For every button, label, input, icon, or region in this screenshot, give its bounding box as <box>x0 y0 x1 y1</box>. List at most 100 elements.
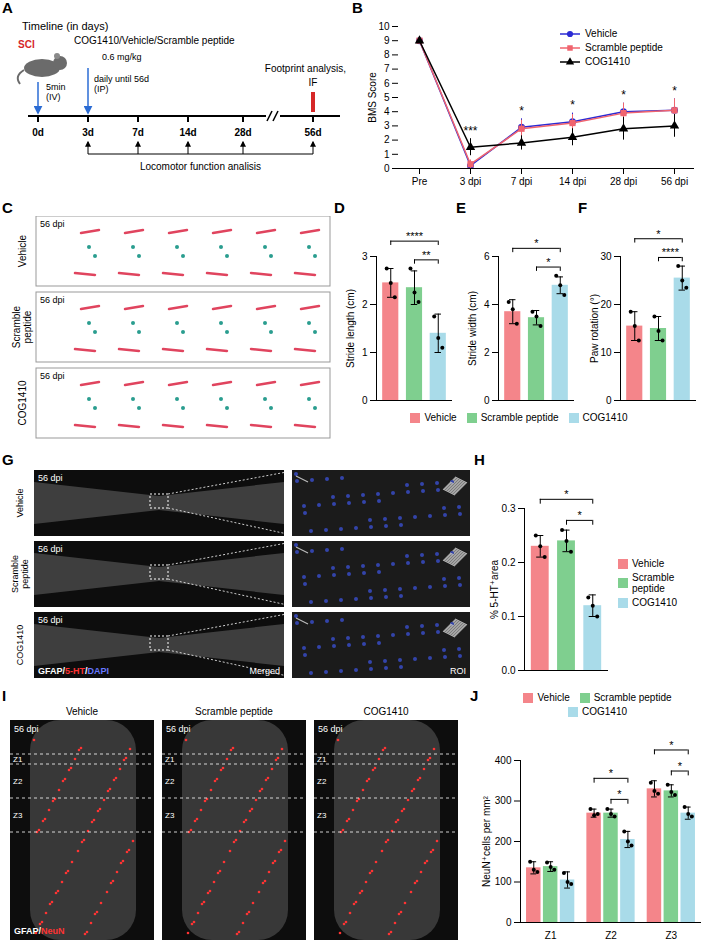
svg-text:*: * <box>617 788 622 800</box>
svg-text:Z1: Z1 <box>545 930 557 941</box>
svg-text:0: 0 <box>484 395 490 406</box>
svg-text:28 dpi: 28 dpi <box>610 176 637 187</box>
svg-text:Z1: Z1 <box>165 755 175 764</box>
svg-text:30: 30 <box>600 251 612 262</box>
svg-text:6: 6 <box>484 251 490 262</box>
svg-text:*: * <box>519 104 524 118</box>
svg-text:Timeline (in days): Timeline (in days) <box>22 20 108 32</box>
svg-text:28d: 28d <box>234 127 251 138</box>
svg-text:*: * <box>656 228 661 240</box>
svg-text:56 dpi: 56 dpi <box>318 724 343 734</box>
svg-text:Stride width (cm): Stride width (cm) <box>467 291 478 366</box>
svg-text:4: 4 <box>384 106 390 117</box>
svg-text:*: * <box>678 760 683 772</box>
svg-text:56 dpi: 56 dpi <box>38 544 63 554</box>
svg-text:400: 400 <box>495 755 512 766</box>
svg-text:*: * <box>564 488 569 500</box>
svg-text:COG1410: COG1410 <box>17 380 28 425</box>
svg-text:0d: 0d <box>32 127 44 138</box>
svg-text:10: 10 <box>600 347 612 358</box>
svg-text:(IP): (IP) <box>94 84 109 94</box>
svg-text:*: * <box>609 767 614 779</box>
svg-text:0.2: 0.2 <box>502 557 516 568</box>
svg-text:5min: 5min <box>46 82 66 92</box>
svg-text:Pre: Pre <box>412 176 428 187</box>
svg-text:56 dpi: 56 dpi <box>661 176 688 187</box>
svg-text:200: 200 <box>495 836 512 847</box>
svg-text:10: 10 <box>378 21 390 32</box>
svg-text:3 dpi: 3 dpi <box>460 176 482 187</box>
svg-text:Paw rotation (°): Paw rotation (°) <box>589 294 600 363</box>
svg-text:0: 0 <box>606 395 612 406</box>
svg-text:2: 2 <box>384 134 390 145</box>
svg-text:*: * <box>534 237 539 249</box>
svg-text:20: 20 <box>600 299 612 310</box>
svg-text:IF: IF <box>309 77 318 88</box>
svg-text:2: 2 <box>484 347 490 358</box>
svg-text:Vehicle: Vehicle <box>15 488 25 517</box>
svg-text:56d: 56d <box>304 127 321 138</box>
svg-text:Vehicle: Vehicle <box>17 234 28 267</box>
svg-text:*: * <box>672 84 677 98</box>
svg-text:Footprint analysis,: Footprint analysis, <box>265 63 346 74</box>
svg-text:Z3: Z3 <box>13 811 23 820</box>
svg-text:Scramblepeptide: Scramblepeptide <box>11 305 33 348</box>
svg-text:100: 100 <box>495 876 512 887</box>
svg-text:2: 2 <box>362 299 368 310</box>
svg-text:****: **** <box>662 246 680 258</box>
svg-text:*: * <box>546 256 551 268</box>
svg-text:GFAP/5-HT/DAPI: GFAP/5-HT/DAPI <box>38 666 109 676</box>
svg-text:Scramble peptide: Scramble peptide <box>195 706 273 717</box>
svg-text:56 dpi: 56 dpi <box>40 219 65 229</box>
svg-text:4: 4 <box>484 299 490 310</box>
svg-text:14d: 14d <box>179 127 196 138</box>
svg-text:56 dpi: 56 dpi <box>166 724 191 734</box>
svg-text:Z3: Z3 <box>665 930 677 941</box>
svg-text:daily until 56d: daily until 56d <box>94 74 149 84</box>
svg-text:Z2: Z2 <box>317 777 327 786</box>
svg-text:****: **** <box>406 230 424 242</box>
svg-text:0: 0 <box>362 395 368 406</box>
svg-text:56 dpi: 56 dpi <box>38 615 63 625</box>
svg-text:3: 3 <box>362 251 368 262</box>
svg-text:Stride length (cm): Stride length (cm) <box>345 289 356 368</box>
svg-text:0: 0 <box>506 917 512 928</box>
svg-text:5: 5 <box>384 92 390 103</box>
svg-text:7d: 7d <box>132 127 144 138</box>
svg-text:7: 7 <box>384 63 390 74</box>
svg-text:SCI: SCI <box>18 39 35 50</box>
svg-text:***: *** <box>463 124 477 138</box>
svg-text:0.6 mg/kg: 0.6 mg/kg <box>102 52 142 62</box>
svg-text:1: 1 <box>384 149 390 160</box>
svg-text:56 dpi: 56 dpi <box>14 724 39 734</box>
svg-text:9: 9 <box>384 35 390 46</box>
svg-text:0.1: 0.1 <box>502 611 516 622</box>
svg-text:GFAP/NeuN: GFAP/NeuN <box>14 926 65 936</box>
svg-text:COG1410: COG1410 <box>363 706 408 717</box>
svg-text:6: 6 <box>384 78 390 89</box>
svg-text:Z1: Z1 <box>13 755 23 764</box>
svg-text:(IV): (IV) <box>46 92 61 102</box>
svg-text:**: ** <box>422 249 431 261</box>
svg-text:BMS Score: BMS Score <box>367 72 378 123</box>
svg-text:3d: 3d <box>82 127 94 138</box>
svg-text:COG1410: COG1410 <box>15 625 25 666</box>
svg-text:7 dpi: 7 dpi <box>511 176 533 187</box>
svg-text:56 dpi: 56 dpi <box>38 473 63 483</box>
svg-text:Z2: Z2 <box>13 777 23 786</box>
svg-text:Z3: Z3 <box>317 811 327 820</box>
svg-text:Scramblepeptide: Scramblepeptide <box>10 555 30 593</box>
svg-text:*: * <box>621 88 626 102</box>
svg-text:% 5-HT⁺area: % 5-HT⁺area <box>489 559 500 619</box>
svg-text:ROI: ROI <box>450 666 466 676</box>
svg-text:Locomotor function analisis: Locomotor function analisis <box>140 161 261 172</box>
svg-text:300: 300 <box>495 795 512 806</box>
svg-text:*: * <box>577 509 582 521</box>
svg-text:0.3: 0.3 <box>502 503 516 514</box>
svg-text:Z3: Z3 <box>165 811 175 820</box>
svg-text:*: * <box>570 98 575 112</box>
svg-text:0: 0 <box>384 163 390 174</box>
svg-text:56 dpi: 56 dpi <box>40 295 65 305</box>
svg-text:8: 8 <box>384 49 390 60</box>
svg-text:Z1: Z1 <box>317 755 327 764</box>
